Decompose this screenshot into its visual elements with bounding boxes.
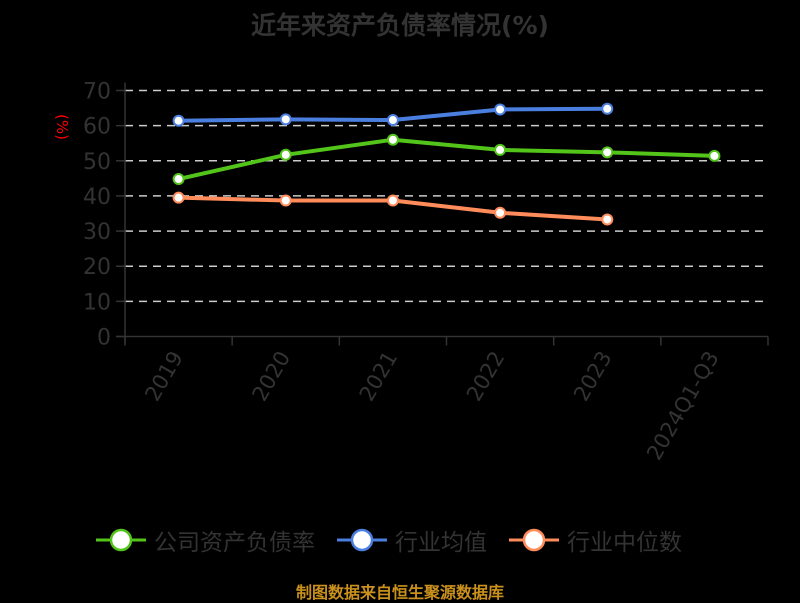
legend: 公司资产负债率 行业均值 行业中位数 — [96, 523, 704, 557]
gridlines — [125, 89, 768, 303]
data-point[interactable] — [494, 206, 507, 219]
data-point[interactable] — [494, 143, 507, 156]
data-point[interactable] — [172, 191, 185, 204]
x-tick-label: 2022 — [462, 347, 510, 405]
legend-item-industry-average[interactable]: 行业均值 — [337, 523, 487, 557]
data-point[interactable] — [708, 149, 721, 162]
legend-swatch-orange-icon — [509, 528, 559, 552]
data-point[interactable] — [279, 113, 292, 126]
series-line — [178, 137, 715, 182]
data-point[interactable] — [601, 146, 614, 159]
data-point[interactable] — [386, 114, 399, 127]
data-point[interactable] — [279, 194, 292, 207]
data-point[interactable] — [172, 114, 185, 127]
data-point[interactable] — [386, 194, 399, 207]
x-tick-label: 2021 — [355, 347, 403, 405]
data-point[interactable] — [172, 173, 185, 186]
x-tick-label: 2024Q1-Q3 — [642, 347, 724, 464]
legend-swatch-green-icon — [96, 528, 146, 552]
x-tick-label: 2023 — [569, 347, 617, 405]
y-tick-label: 40 — [83, 185, 111, 210]
legend-label: 行业均值 — [395, 530, 487, 556]
data-point[interactable] — [601, 102, 614, 115]
y-tick-label: 20 — [83, 255, 111, 280]
y-tick-label: 70 — [83, 80, 111, 105]
chart-title: 近年来资产负债率情况(%) — [251, 11, 549, 40]
data-point[interactable] — [279, 148, 292, 161]
legend-label: 公司资产负债率 — [154, 530, 315, 556]
x-tick-label: 2020 — [248, 347, 296, 405]
legend-item-company[interactable]: 公司资产负债率 — [96, 523, 315, 557]
data-source-footer: 制图数据来自恒生聚源数据库 — [295, 583, 504, 602]
y-tick-label: 60 — [83, 115, 111, 140]
legend-swatch-blue-icon — [337, 528, 387, 552]
y-tick-label: 10 — [83, 290, 111, 315]
y-tick-label: 0 — [97, 326, 111, 351]
y-tick-label: 50 — [83, 150, 111, 175]
data-point[interactable] — [601, 213, 614, 226]
legend-item-industry-median[interactable]: 行业中位数 — [509, 523, 682, 557]
x-tick-label: 2019 — [140, 347, 188, 405]
y-axis-ticks: 0 10 20 30 40 50 60 70 — [83, 80, 125, 351]
data-point[interactable] — [386, 133, 399, 146]
y-axis-label: (%) — [53, 114, 71, 140]
data-series — [172, 102, 721, 226]
x-axis-ticks: 2019 2020 2021 2022 2023 2024Q1-Q3 — [140, 347, 723, 464]
legend-label: 行业中位数 — [567, 530, 682, 556]
y-tick-label: 30 — [83, 220, 111, 245]
data-point[interactable] — [494, 103, 507, 116]
